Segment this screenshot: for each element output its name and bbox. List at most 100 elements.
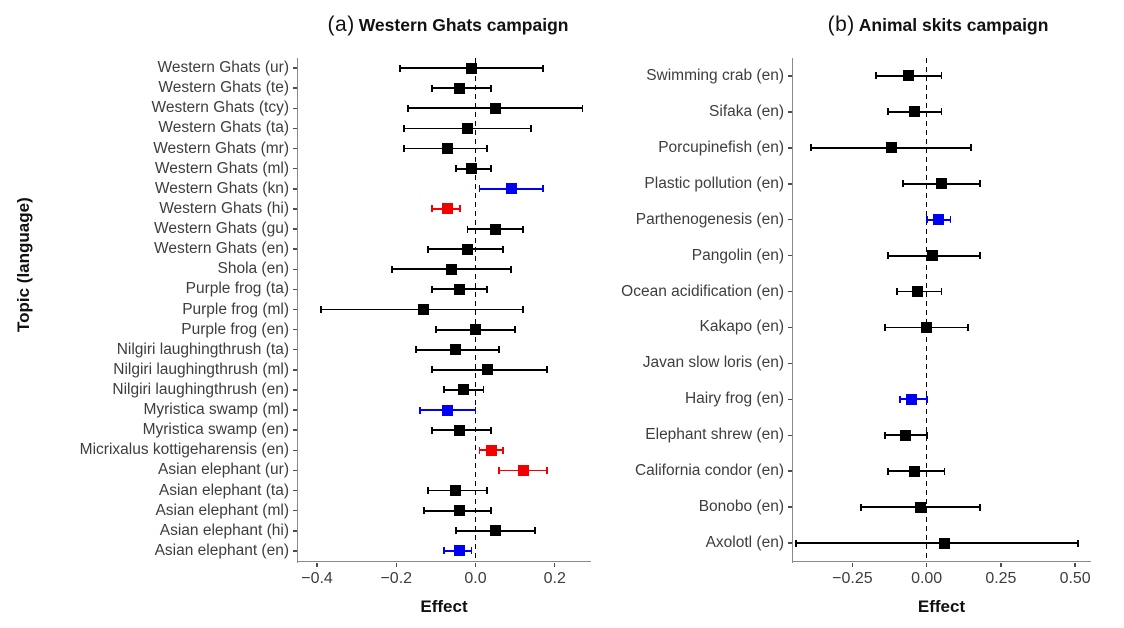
y-tick-mark <box>293 288 297 291</box>
point-estimate-marker <box>454 545 466 557</box>
y-tick-mark <box>788 254 792 257</box>
point-estimate-marker <box>909 465 921 477</box>
y-tick-mark <box>788 147 792 149</box>
ci-cap-right <box>949 216 952 224</box>
ci-cap-right <box>967 323 970 331</box>
ci-cap-left <box>875 72 878 80</box>
point-estimate-marker <box>489 525 501 537</box>
y-tick-mark <box>788 398 792 401</box>
row-label: Western Ghats (tcy) <box>151 99 289 117</box>
y-tick-mark <box>293 147 297 150</box>
ci-cap-right <box>925 431 928 439</box>
x-tick-mark <box>1074 562 1076 567</box>
x-tick-mark <box>395 562 397 567</box>
point-estimate-marker <box>936 178 947 190</box>
x-tick-label: 0.25 <box>985 570 1017 587</box>
point-estimate-marker <box>462 122 474 134</box>
y-tick-mark <box>293 107 297 110</box>
row-label: Western Ghats (kn) <box>154 179 289 197</box>
ci-cap-right <box>581 104 584 112</box>
ci-cap-right <box>490 84 493 92</box>
point-estimate-marker <box>462 243 474 255</box>
point-estimate-marker <box>450 485 462 497</box>
row-label: Asian elephant (hi) <box>159 521 289 539</box>
row-label: Western Ghats (ur) <box>157 59 289 77</box>
ci-cap-left <box>925 216 928 224</box>
y-tick-mark <box>788 290 792 293</box>
point-estimate-marker <box>489 223 501 235</box>
panel-a-plot-area: −0.4 −0.2 0.0 0.2 Effect Western Ghats (ur) We… <box>80 58 591 616</box>
row-label: Western Ghats (mr) <box>153 139 289 157</box>
ci-cap-right <box>1077 539 1080 547</box>
row-label: Nilgiri laughingthrush (ml) <box>113 360 289 378</box>
ci-cap-right <box>522 225 524 233</box>
point-estimate-marker <box>933 214 945 226</box>
y-tick-mark <box>293 308 297 311</box>
ci-cap-left <box>419 406 421 414</box>
y-tick-mark <box>293 67 297 69</box>
x-axis-title: Effect <box>420 597 468 616</box>
ci-cap-right <box>970 144 973 152</box>
x-tick-mark <box>553 562 556 567</box>
y-tick-mark <box>293 429 297 431</box>
point-estimate-marker <box>442 143 454 155</box>
y-tick-mark <box>293 509 297 512</box>
ci-cap-left <box>860 503 863 511</box>
ci-cap-right <box>979 252 981 260</box>
ci-cap-right <box>486 145 489 153</box>
y-tick-mark <box>788 362 792 365</box>
point-estimate-marker <box>466 62 478 74</box>
point-estimate-marker <box>900 429 912 441</box>
row-label: Pangolin (en) <box>691 246 784 264</box>
row-label: Micrixalus kottigeharensis (en) <box>79 441 289 459</box>
ci-cap-left <box>442 386 445 394</box>
ci-cap-left <box>498 466 501 474</box>
ci-cap-right <box>474 406 477 414</box>
x-tick-label: 0.0 <box>464 570 487 587</box>
ci-cap-left <box>884 431 886 439</box>
ci-cap-right <box>486 285 489 293</box>
row-label: Myristica swamp (en) <box>142 421 289 439</box>
row-label: Swimming crab (en) <box>646 66 784 84</box>
ci-cap-left <box>466 225 469 233</box>
ci-cap-right <box>498 346 501 354</box>
ci-cap-left <box>454 527 457 535</box>
y-tick-mark <box>788 542 792 544</box>
row-label: Asian elephant (ta) <box>158 481 289 499</box>
ci-cap-left <box>884 323 886 331</box>
row-label: Asian elephant (en) <box>154 541 289 559</box>
y-tick-mark <box>293 127 297 130</box>
point-estimate-marker <box>912 286 924 298</box>
point-estimate-marker <box>909 106 921 118</box>
ci-cap-left <box>887 252 889 260</box>
x-tick-label: 0.50 <box>1059 570 1091 587</box>
ci-cap-left <box>809 144 812 152</box>
point-estimate-marker <box>885 142 897 154</box>
point-estimate-marker <box>915 501 927 513</box>
ci-cap-left <box>795 539 797 547</box>
row-label: Porcupinefish (en) <box>658 138 784 156</box>
ci-cap-right <box>482 386 485 394</box>
row-label: Javan slow loris (en) <box>642 354 784 372</box>
ci-cap-right <box>940 72 943 80</box>
y-tick-mark <box>293 449 297 452</box>
y-tick-mark <box>293 87 297 89</box>
row-label: Western Ghats (ml) <box>154 159 289 177</box>
y-tick-mark <box>788 75 792 77</box>
row-label: Purple frog (ta) <box>185 280 289 298</box>
ci-cap-right <box>545 466 548 474</box>
y-tick-mark <box>293 348 297 351</box>
ci-cap-left <box>415 346 417 354</box>
ci-cap-right <box>940 288 943 296</box>
ci-cap-left <box>391 265 394 273</box>
ci-cap-left <box>431 426 433 434</box>
row-label: Kakapo (en) <box>699 318 784 336</box>
panel-b-title-text: Animal skits campaign <box>858 15 1049 35</box>
row-label: Bonobo (en) <box>698 498 784 516</box>
ci-cap-right <box>490 507 493 515</box>
panel-b-plot-area: −0.25 0.00 0.25 0.50 Effect Swimming crab (en… <box>621 58 1091 616</box>
point-estimate-marker <box>454 505 466 517</box>
ci-cap-left <box>427 487 429 495</box>
row-label: Western Ghats (hi) <box>159 199 289 217</box>
row-label: Purple frog (en) <box>181 320 289 338</box>
